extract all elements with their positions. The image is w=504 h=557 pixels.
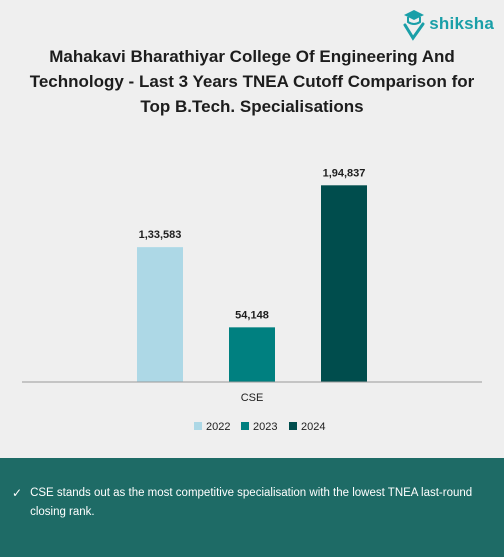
x-tick-label: CSE <box>241 392 264 404</box>
check-icon: ✓ <box>12 486 23 500</box>
insight-panel: ✓ CSE stands out as the most competitive… <box>0 458 504 557</box>
insight-text: CSE stands out as the most competitive s… <box>30 487 473 518</box>
brand-logo[interactable]: shiksha <box>401 6 494 42</box>
data-label-2023: 54,148 <box>235 309 269 321</box>
legend-label-2023: 2023 <box>253 421 277 433</box>
chart-title: Mahakavi Bharathiyar College Of Engineer… <box>29 47 475 116</box>
brand-name: shiksha <box>429 14 494 33</box>
legend-label-2022: 2022 <box>206 421 230 433</box>
bar-chart: 1,33,583 54,148 1,94,837 CSE 2022 2023 2024 <box>22 167 482 433</box>
bar-2024 <box>321 185 367 382</box>
insight-item: ✓ CSE stands out as the most competitive… <box>12 484 484 522</box>
bar-2023 <box>229 327 275 382</box>
data-label-2024: 1,94,837 <box>323 167 366 179</box>
legend-swatch-2023 <box>241 422 249 430</box>
legend-swatch-2024 <box>289 422 297 430</box>
data-label-2022: 1,33,583 <box>139 229 182 241</box>
graduation-cap-icon <box>403 10 425 41</box>
bar-2022 <box>137 247 183 382</box>
legend-swatch-2022 <box>194 422 202 430</box>
legend-label-2024: 2024 <box>301 421 325 433</box>
